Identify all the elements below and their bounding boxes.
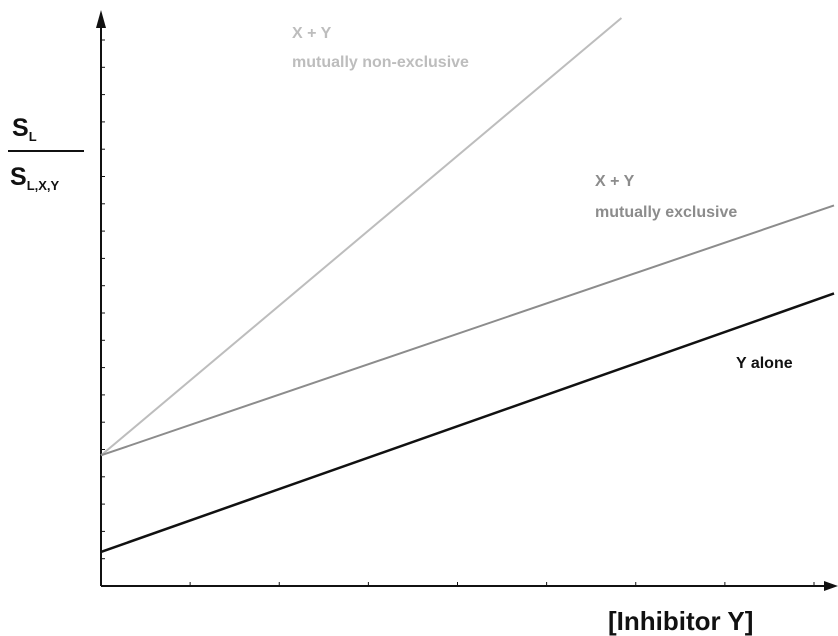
- series-label-exclusive-line2: mutually exclusive: [595, 204, 737, 221]
- y-label-num-main: S: [12, 114, 29, 142]
- y-axis-arrow: [96, 10, 106, 28]
- y-axis-label: SL SL,X,Y: [8, 114, 84, 193]
- series-label-y-alone: Y alone: [736, 355, 793, 372]
- y-label-numerator: SL: [12, 114, 37, 144]
- x-axis-arrow: [824, 581, 838, 591]
- axes: [96, 10, 838, 591]
- y-label-denominator: SL,X,Y: [10, 163, 60, 193]
- series-label-nonexclusive-line1: X + Y: [292, 25, 332, 42]
- x-axis-label: [Inhibitor Y]: [608, 606, 753, 636]
- series-lines: [100, 17, 835, 554]
- series-line-y-alone: [100, 292, 835, 554]
- series-line-exclusive: [100, 204, 835, 457]
- y-label-num-sub: L: [29, 129, 37, 144]
- series-label-exclusive-line1: X + Y: [595, 173, 635, 190]
- y-label-den-main: S: [10, 163, 27, 191]
- series-line-nonexclusive: [100, 17, 623, 457]
- y-label-den-sub: L,X,Y: [27, 178, 60, 193]
- series-label-nonexclusive-line2: mutually non-exclusive: [292, 54, 469, 71]
